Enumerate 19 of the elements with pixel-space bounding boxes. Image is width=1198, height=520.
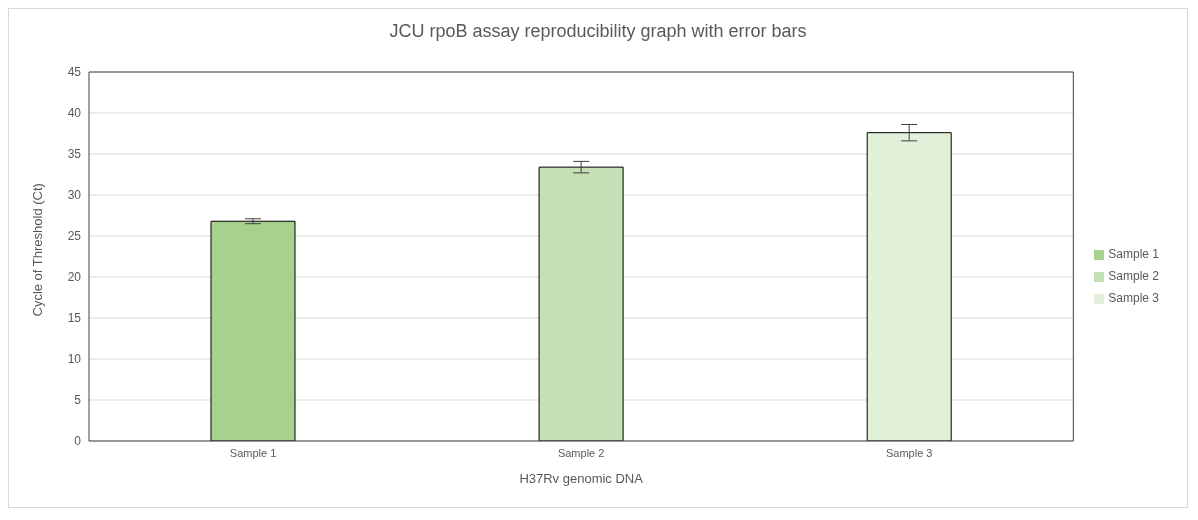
y-tick-label: 25 (67, 229, 82, 244)
y-tick-label: 15 (67, 311, 82, 326)
y-tick-label: 10 (67, 352, 82, 367)
y-tick-label: 30 (67, 188, 82, 203)
legend-label: Sample 2 (1108, 269, 1159, 283)
legend-label: Sample 3 (1108, 291, 1159, 305)
x-tick-label: Sample 3 (886, 446, 933, 459)
legend-label: Sample 1 (1108, 247, 1159, 261)
y-tick-label: 0 (74, 434, 82, 449)
chart-title: JCU rpoB assay reproducibility graph with error bars (388, 20, 808, 43)
x-tick-label: Sample 1 (229, 446, 277, 459)
y-tick-label: 35 (67, 147, 82, 162)
y-axis-title: Cycle of Threshold (Ct) (29, 183, 45, 317)
y-tick-label: 45 (67, 65, 82, 80)
x-tick-label: Sample 2 (557, 446, 605, 459)
y-tick-label: 20 (67, 270, 82, 285)
y-tick-label: 40 (67, 106, 82, 121)
x-axis-title: H37Rv genomic DNA (519, 471, 644, 486)
y-tick-label: 5 (74, 393, 82, 408)
